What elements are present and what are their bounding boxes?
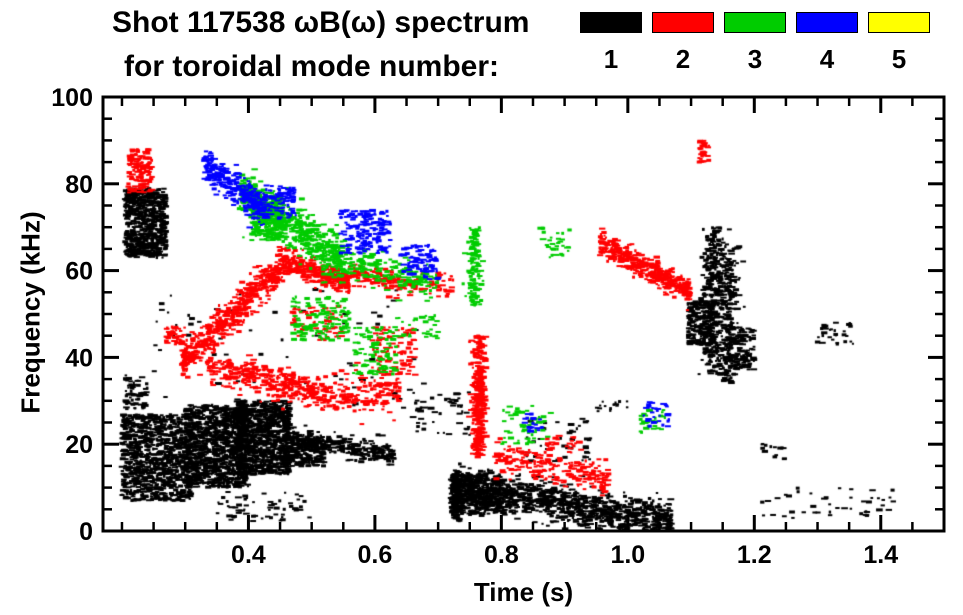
legend-item-4: 4 — [796, 12, 858, 72]
y-tick-label: 100 — [51, 84, 93, 112]
legend-mode-number: 1 — [603, 44, 619, 74]
y-tick-label: 80 — [65, 171, 93, 199]
legend-mode-number: 2 — [675, 44, 691, 74]
y-tick-label: 60 — [65, 258, 93, 286]
legend: 1 2 3 4 5 — [580, 12, 930, 72]
legend-swatch — [868, 12, 930, 33]
x-tick-label: 1.0 — [610, 541, 645, 569]
legend-mode-number: 3 — [747, 44, 763, 74]
y-tick-label: 20 — [65, 431, 93, 459]
legend-swatch — [652, 12, 714, 33]
legend-swatch — [580, 12, 642, 33]
x-tick-label: 0.4 — [231, 541, 266, 569]
x-tick-label: 0.6 — [358, 541, 393, 569]
legend-item-1: 1 — [580, 12, 642, 72]
legend-item-5: 5 — [868, 12, 930, 72]
x-axis-title: Time (s) — [473, 577, 574, 607]
y-tick-label: 40 — [65, 344, 93, 372]
legend-mode-number: 4 — [819, 44, 835, 74]
y-tick-label: 0 — [79, 518, 93, 546]
plot-canvas — [103, 97, 944, 531]
legend-mode-number: 5 — [891, 44, 907, 74]
figure-title: Shot 117538 ωB(ω) spectrum — [112, 6, 530, 39]
figure-subtitle: for toroidal mode number: — [124, 50, 499, 83]
legend-item-2: 2 — [652, 12, 714, 72]
legend-item-3: 3 — [724, 12, 786, 72]
x-tick-label: 1.2 — [737, 541, 772, 569]
x-tick-label: 1.4 — [863, 541, 898, 569]
legend-swatch — [724, 12, 786, 33]
x-tick-label: 0.8 — [484, 541, 519, 569]
legend-swatch — [796, 12, 858, 33]
y-axis-title: Frequency (kHz) — [15, 211, 46, 414]
